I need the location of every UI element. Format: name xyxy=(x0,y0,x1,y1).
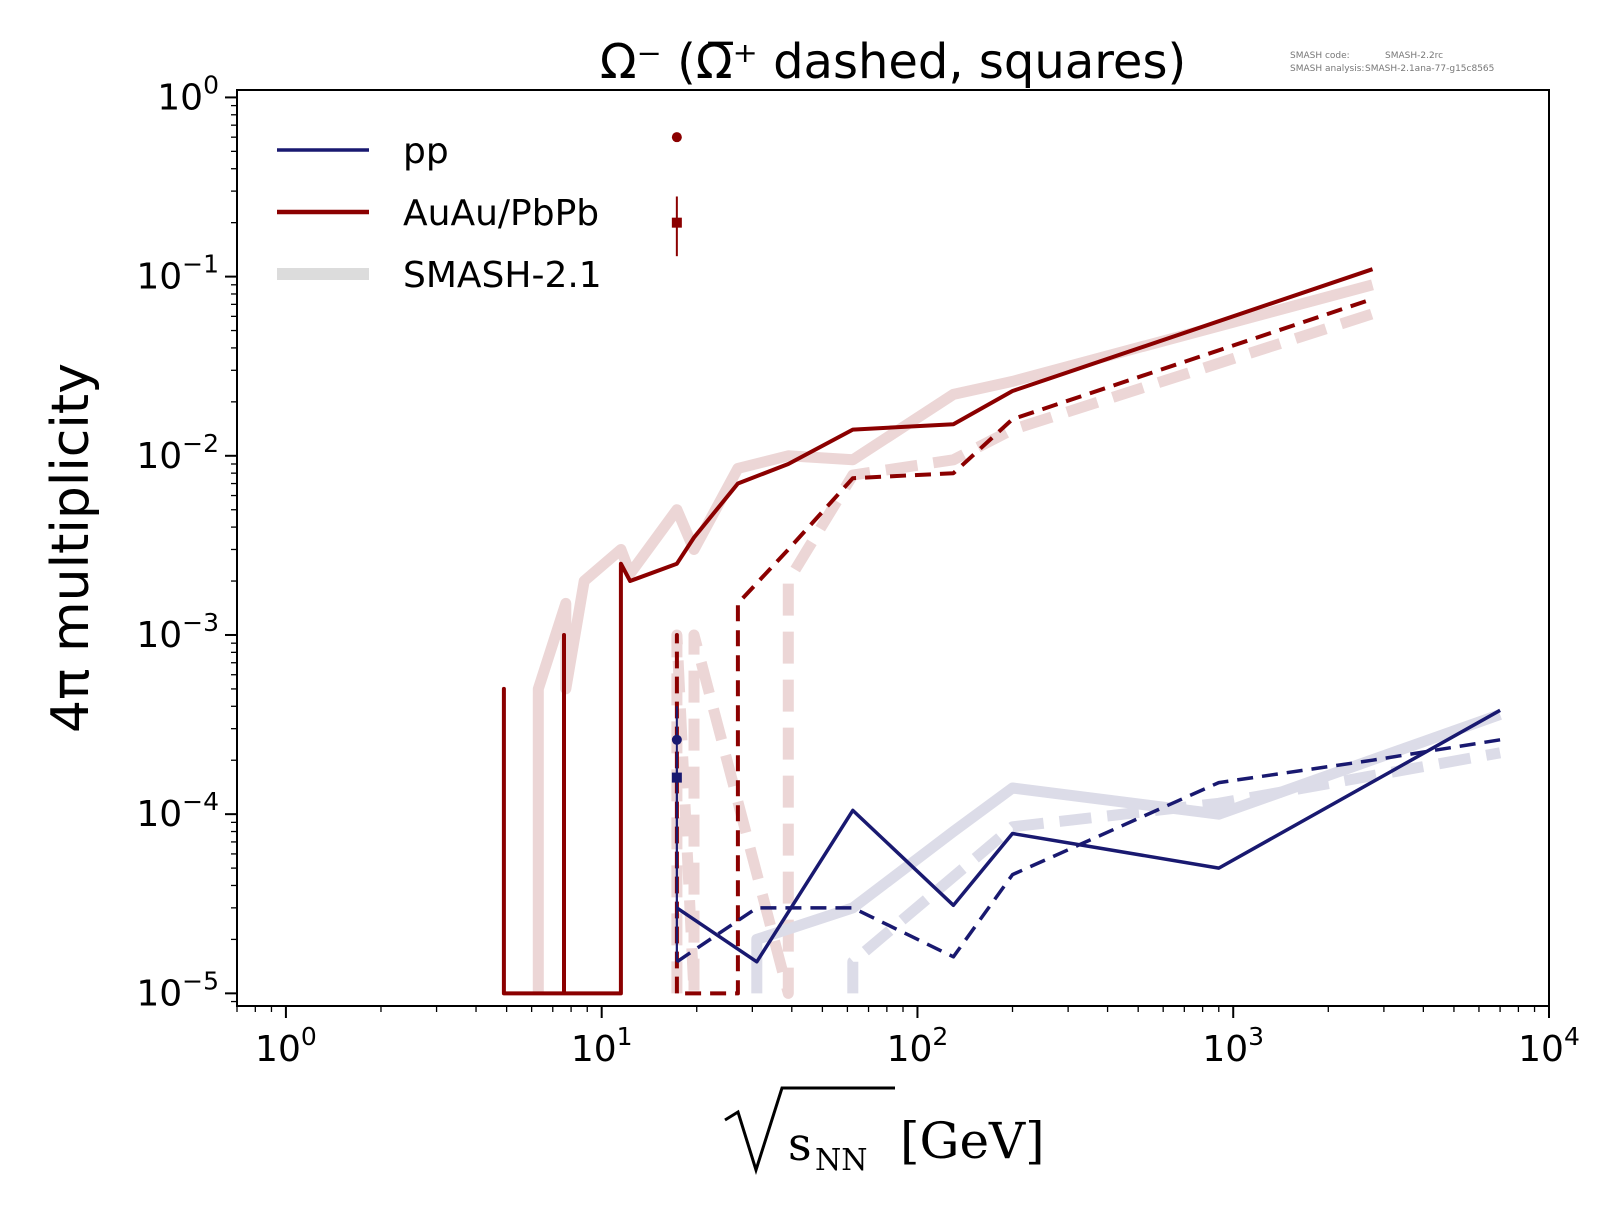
aa-marker-circle xyxy=(671,132,682,143)
x-tick-label: 104 xyxy=(1518,1022,1580,1070)
y-axis-label: 4π multiplicity xyxy=(41,363,101,733)
legend: pp AuAu/PbPb SMASH-2.1 xyxy=(277,131,602,296)
x-tick-label: 101 xyxy=(571,1022,633,1070)
x-axis-ticks: 100 101 102 103 104 xyxy=(236,1006,1580,1070)
series-aa_omega_minus xyxy=(501,267,1374,996)
version-annotation: SMASH code: SMASH-2.2rc SMASH analysis: … xyxy=(1290,51,1494,74)
annotation-code-value: SMASH-2.2rc xyxy=(1385,51,1443,61)
annotation-code-label: SMASH code: xyxy=(1290,51,1350,61)
x-axis-label-unit: [GeV] xyxy=(900,1112,1045,1170)
x-tick-label: 103 xyxy=(1202,1022,1264,1070)
x-tick-label: 100 xyxy=(255,1022,317,1070)
y-axis-ticks: 100 10−1 10−2 10−3 10−4 10−5 xyxy=(136,70,237,1014)
chart-title: Ω⁻ (Ω̅⁺ dashed, squares) xyxy=(600,34,1186,90)
sqrt-symbol xyxy=(724,1086,895,1176)
series-layer xyxy=(501,267,1502,999)
series-pp_omega_minus xyxy=(675,708,1501,964)
plot-area xyxy=(236,89,1550,1007)
x-tick-label: 102 xyxy=(887,1022,949,1070)
pp-marker-circle xyxy=(671,734,682,745)
series-smash_pp_solid xyxy=(751,709,1502,994)
annotation-analysis-label: SMASH analysis: xyxy=(1290,64,1364,74)
pp-marker-square xyxy=(671,772,682,783)
series-smash_pp_dashed xyxy=(847,747,1502,994)
annotation-analysis-value: SMASH-2.1ana-77-g15c8565 xyxy=(1365,64,1494,74)
legend-label-aa: AuAu/PbPb xyxy=(403,193,599,234)
y-tick-label: 100 xyxy=(157,70,219,118)
marker-layer xyxy=(671,132,682,962)
y-tick-label: 10−1 xyxy=(136,250,219,298)
y-tick-label: 10−2 xyxy=(136,429,219,477)
aa-marker-square xyxy=(671,217,682,228)
series-pp_omega_plus xyxy=(675,738,1501,964)
legend-label-smash: SMASH-2.1 xyxy=(403,255,602,296)
series-smash_aa_solid xyxy=(532,279,1374,994)
legend-label-pp: pp xyxy=(403,131,449,172)
x-axis-label-radicand: s xyxy=(788,1117,812,1171)
y-tick-label: 10−5 xyxy=(136,966,219,1014)
y-tick-label: 10−3 xyxy=(136,608,219,656)
series-aa_omega_plus xyxy=(674,297,1374,996)
x-axis-label: s NN [GeV] xyxy=(724,1086,1045,1178)
y-tick-label: 10−4 xyxy=(136,787,219,835)
x-axis-label-subscript: NN xyxy=(815,1143,868,1178)
